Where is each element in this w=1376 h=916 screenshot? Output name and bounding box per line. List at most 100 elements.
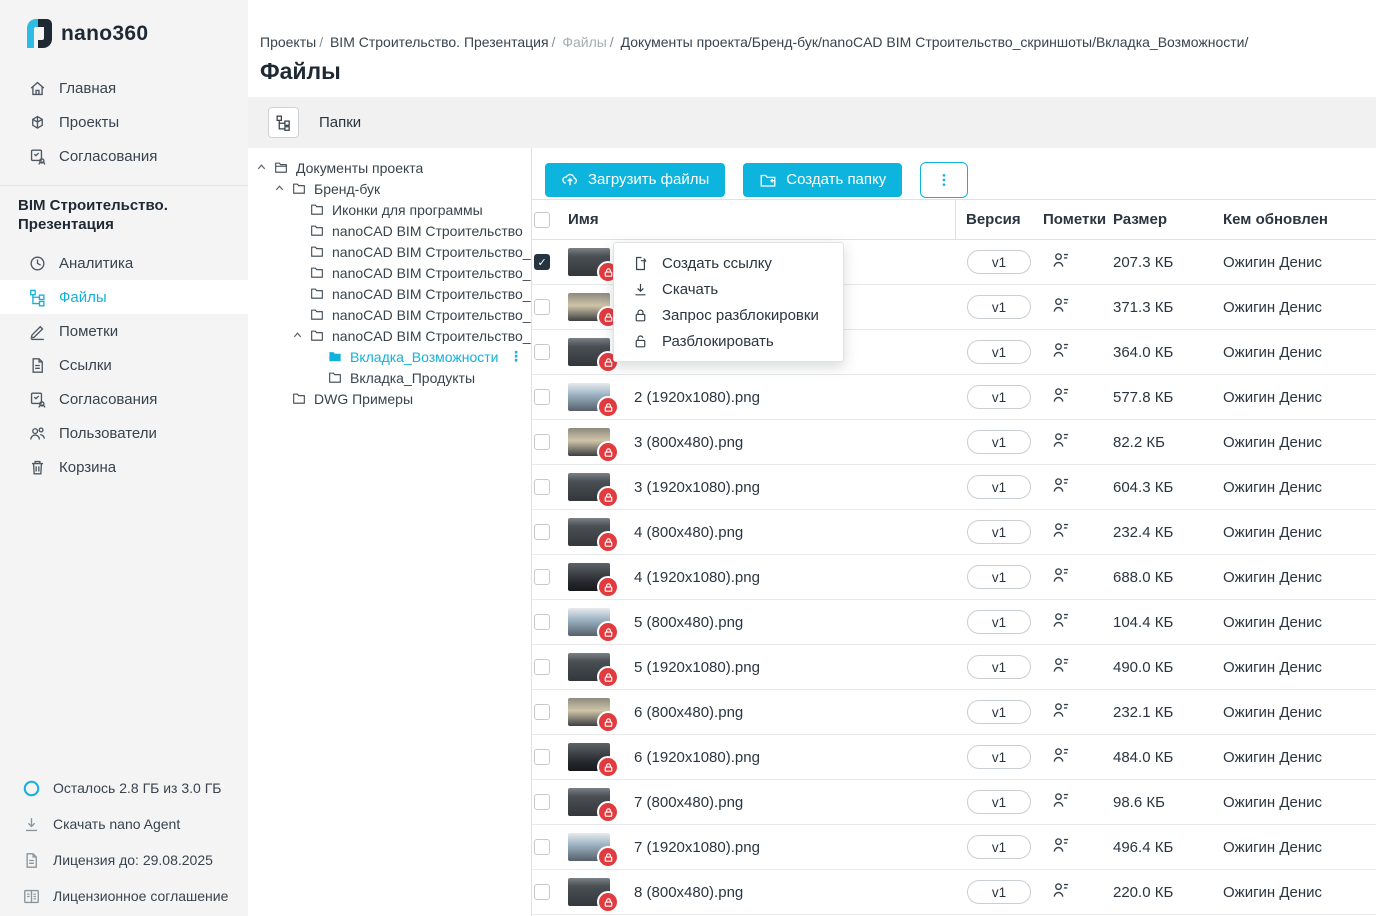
tree-item[interactable]: Вкладка_Продукты	[248, 367, 531, 388]
sidebar-footer-item[interactable]: Лицензионное соглашение	[0, 878, 248, 914]
chevron-up-icon[interactable]	[256, 162, 267, 173]
row-checkbox[interactable]	[534, 749, 550, 765]
sidebar-item[interactable]: Файлы	[0, 280, 248, 314]
row-checkbox[interactable]	[534, 884, 550, 900]
column-header-version[interactable]: Версия	[955, 200, 1043, 239]
sidebar-footer-item[interactable]: Скачать nano Agent	[0, 806, 248, 842]
tree-item[interactable]: Вкладка_Возможности ⋮	[248, 346, 531, 367]
tree-item[interactable]: DWG Примеры	[248, 388, 531, 409]
user-marks-icon[interactable]	[1051, 565, 1071, 585]
version-badge[interactable]: v1	[967, 610, 1031, 634]
user-marks-icon[interactable]	[1051, 880, 1071, 900]
tree-item[interactable]: nanoCAD BIM Строительство_	[248, 241, 531, 262]
tree-item[interactable]: Иконки для программы	[248, 199, 531, 220]
table-row[interactable]: 4 (800x480).png v1 232.4 КБ Ожигин Денис	[532, 510, 1376, 555]
sidebar-item[interactable]: Ссылки	[0, 348, 248, 382]
breadcrumb-segment[interactable]: Файлы	[562, 34, 607, 50]
tree-item[interactable]: nanoCAD BIM Строительство_	[248, 262, 531, 283]
app-logo[interactable]: nano360	[0, 0, 248, 49]
sidebar-item[interactable]: Главная	[0, 71, 248, 105]
row-checkbox[interactable]	[534, 569, 550, 585]
user-marks-icon[interactable]	[1051, 520, 1071, 540]
sidebar-item[interactable]: Согласования	[0, 382, 248, 416]
table-row[interactable]: v1 371.3 КБ Ожигин Денис	[532, 285, 1376, 330]
row-checkbox[interactable]	[534, 344, 550, 360]
row-checkbox[interactable]	[534, 389, 550, 405]
sidebar-footer-item[interactable]: Лицензия до: 29.08.2025	[0, 842, 248, 878]
chevron-up-icon[interactable]	[274, 183, 285, 194]
file-name[interactable]: 3 (1920x1080).png	[634, 478, 760, 496]
file-name[interactable]: 7 (1920x1080).png	[634, 838, 760, 856]
folders-view-button[interactable]	[268, 107, 299, 138]
row-checkbox[interactable]	[534, 254, 550, 270]
tab-folders-label[interactable]: Папки	[319, 114, 362, 131]
table-row[interactable]: 8 (800x480).png v1 220.0 КБ Ожигин Денис	[532, 870, 1376, 915]
row-checkbox[interactable]	[534, 794, 550, 810]
table-row[interactable]: 7 (1920x1080).png v1 496.4 КБ Ожигин Ден…	[532, 825, 1376, 870]
user-marks-icon[interactable]	[1051, 475, 1071, 495]
context-menu-item[interactable]: Запрос разблокировки	[614, 302, 843, 328]
breadcrumb-segment[interactable]: Проекты	[260, 34, 317, 50]
column-header-name[interactable]: Имя	[568, 211, 599, 228]
version-badge[interactable]: v1	[967, 430, 1031, 454]
file-name[interactable]: 5 (1920x1080).png	[634, 658, 760, 676]
file-name[interactable]: 5 (800x480).png	[634, 613, 744, 631]
tree-item[interactable]: nanoCAD BIM Строительство	[248, 220, 531, 241]
context-menu-item[interactable]: Разблокировать	[614, 328, 843, 354]
user-marks-icon[interactable]	[1051, 610, 1071, 630]
table-row[interactable]: 6 (800x480).png v1 232.1 КБ Ожигин Денис	[532, 690, 1376, 735]
user-marks-icon[interactable]	[1051, 655, 1071, 675]
table-row[interactable]: 2 (1920x1080).png v1 577.8 КБ Ожигин Ден…	[532, 375, 1376, 420]
sidebar-item[interactable]: Пользователи	[0, 416, 248, 450]
table-row[interactable]: 3 (1920x1080).png v1 604.3 КБ Ожигин Ден…	[532, 465, 1376, 510]
sidebar-item[interactable]: Проекты	[0, 105, 248, 139]
version-badge[interactable]: v1	[967, 565, 1031, 589]
file-name[interactable]: 4 (800x480).png	[634, 523, 744, 541]
row-checkbox[interactable]	[534, 524, 550, 540]
column-header-marks[interactable]: Пометки	[1043, 211, 1107, 228]
table-row[interactable]: 6 (1920x1080).png v1 484.0 КБ Ожигин Ден…	[532, 735, 1376, 780]
table-row[interactable]: 5 (800x480).png v1 104.4 КБ Ожигин Денис	[532, 600, 1376, 645]
sidebar-item[interactable]: Пометки	[0, 314, 248, 348]
user-marks-icon[interactable]	[1051, 295, 1071, 315]
upload-files-button[interactable]: Загрузить файлы	[545, 162, 726, 197]
tree-item[interactable]: Бренд-бук	[248, 178, 531, 199]
sidebar-item[interactable]: Корзина	[0, 450, 248, 484]
row-checkbox[interactable]	[534, 839, 550, 855]
sidebar-item[interactable]: Согласования	[0, 139, 248, 173]
tree-item[interactable]: nanoCAD BIM Строительство_	[248, 283, 531, 304]
sidebar-item[interactable]: Аналитика	[0, 246, 248, 280]
context-menu-item[interactable]: Создать ссылку	[614, 250, 843, 276]
version-badge[interactable]: v1	[967, 520, 1031, 544]
table-row[interactable]: 7 (800x480).png v1 98.6 КБ Ожигин Денис	[532, 780, 1376, 825]
user-marks-icon[interactable]	[1051, 745, 1071, 765]
version-badge[interactable]: v1	[967, 250, 1031, 274]
version-badge[interactable]: v1	[967, 745, 1031, 769]
create-folder-button[interactable]: Создать папку	[743, 162, 903, 197]
row-checkbox[interactable]	[534, 614, 550, 630]
user-marks-icon[interactable]	[1051, 385, 1071, 405]
row-checkbox[interactable]	[534, 479, 550, 495]
version-badge[interactable]: v1	[967, 790, 1031, 814]
file-name[interactable]: 6 (1920x1080).png	[634, 748, 760, 766]
version-badge[interactable]: v1	[967, 475, 1031, 499]
version-badge[interactable]: v1	[967, 655, 1031, 679]
file-name[interactable]: 4 (1920x1080).png	[634, 568, 760, 586]
context-menu-item[interactable]: Скачать	[614, 276, 843, 302]
file-name[interactable]: 3 (800x480).png	[634, 433, 744, 451]
chevron-up-icon[interactable]	[292, 330, 303, 341]
version-badge[interactable]: v1	[967, 295, 1031, 319]
file-name[interactable]: 2 (1920x1080).png	[634, 388, 760, 406]
column-header-size[interactable]: Размер	[1113, 211, 1168, 228]
row-checkbox[interactable]	[534, 704, 550, 720]
select-all-checkbox[interactable]	[534, 211, 550, 228]
tree-item[interactable]: nanoCAD BIM Строительство_	[248, 304, 531, 325]
tree-item[interactable]: Документы проекта	[248, 157, 531, 178]
tree-item[interactable]: nanoCAD BIM Строительство_	[248, 325, 531, 346]
row-checkbox[interactable]	[534, 659, 550, 675]
user-marks-icon[interactable]	[1051, 700, 1071, 720]
table-row[interactable]: 3 (800x480).png v1 82.2 КБ Ожигин Денис	[532, 420, 1376, 465]
table-row[interactable]: 4 (1920x1080).png v1 688.0 КБ Ожигин Ден…	[532, 555, 1376, 600]
user-marks-icon[interactable]	[1051, 790, 1071, 810]
user-marks-icon[interactable]	[1051, 340, 1071, 360]
